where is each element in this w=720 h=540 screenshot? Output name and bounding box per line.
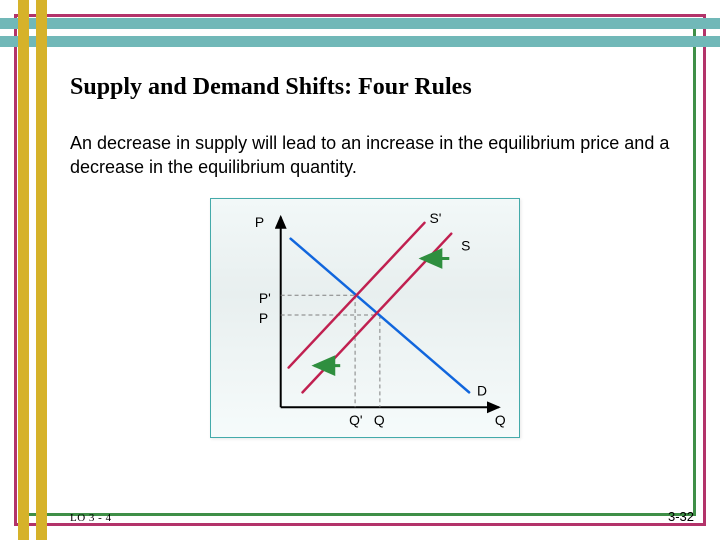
svg-text:P: P bbox=[259, 310, 268, 326]
slide-body-text: An decrease in supply will lead to an in… bbox=[70, 131, 670, 180]
learning-objective-label: LO 3 - 4 bbox=[70, 512, 112, 524]
svg-text:Q': Q' bbox=[349, 412, 362, 428]
stripe-vertical-2 bbox=[36, 0, 47, 540]
svg-text:D: D bbox=[477, 382, 487, 398]
stripe-vertical-1 bbox=[18, 0, 29, 540]
content-area: Supply and Demand Shifts: Four Rules An … bbox=[70, 74, 670, 500]
stripe-horizontal-2 bbox=[0, 36, 720, 47]
stripe-horizontal-1 bbox=[0, 18, 720, 29]
svg-text:S: S bbox=[461, 237, 470, 253]
slide-number: 3-32 bbox=[668, 509, 694, 524]
svg-text:S': S' bbox=[429, 209, 441, 225]
svg-text:P: P bbox=[255, 213, 264, 229]
supply-demand-chart: PQDSS'PP'Q'Q bbox=[210, 198, 520, 438]
svg-text:Q: Q bbox=[495, 412, 506, 428]
slide-title: Supply and Demand Shifts: Four Rules bbox=[70, 74, 670, 101]
chart-svg: PQDSS'PP'Q'Q bbox=[211, 199, 519, 437]
svg-text:P': P' bbox=[259, 290, 271, 306]
svg-text:Q: Q bbox=[374, 412, 385, 428]
